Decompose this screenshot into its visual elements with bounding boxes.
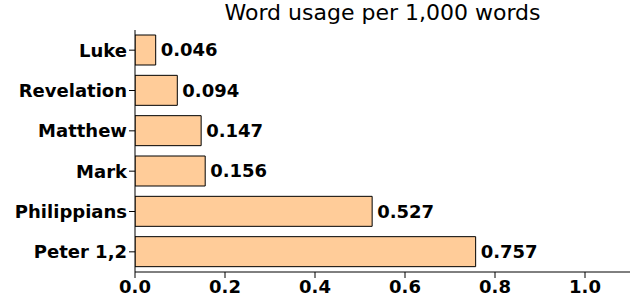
svg-text:Luke: Luke bbox=[79, 40, 127, 61]
svg-text:0.046: 0.046 bbox=[161, 39, 218, 60]
svg-text:Philippians: Philippians bbox=[15, 201, 127, 222]
svg-text:0.8: 0.8 bbox=[479, 276, 511, 297]
svg-text:Revelation: Revelation bbox=[19, 80, 127, 101]
svg-text:Peter 1,2: Peter 1,2 bbox=[34, 241, 127, 262]
svg-text:0.4: 0.4 bbox=[299, 276, 331, 297]
html-text:Word usage per 1,000 words: Word usage per 1,000 words bbox=[224, 0, 541, 25]
svg-text:0.156: 0.156 bbox=[210, 160, 267, 181]
svg-text:Matthew: Matthew bbox=[38, 120, 127, 141]
svg-text:0.757: 0.757 bbox=[481, 241, 538, 262]
svg-text:Mark: Mark bbox=[76, 161, 128, 182]
svg-text:0.2: 0.2 bbox=[209, 276, 241, 297]
svg-text:0.6: 0.6 bbox=[389, 276, 421, 297]
svg-text:0.0: 0.0 bbox=[119, 276, 151, 297]
svg-text:0.527: 0.527 bbox=[377, 201, 434, 222]
svg-text:1.0: 1.0 bbox=[569, 276, 601, 297]
svg-text:0.147: 0.147 bbox=[206, 120, 263, 141]
svg-text:0.094: 0.094 bbox=[182, 80, 239, 101]
